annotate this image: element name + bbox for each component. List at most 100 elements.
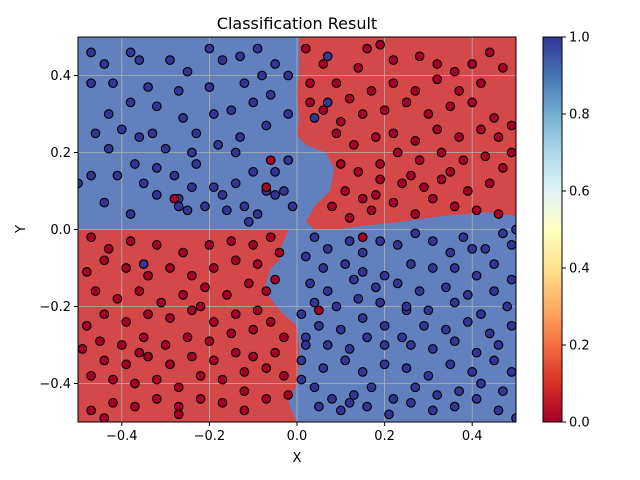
data-point-class-1 <box>305 278 315 289</box>
data-point-class-0 <box>484 178 495 189</box>
y-tick-label: −0.2 <box>39 300 71 315</box>
colorbar-tick-label: 0.8 <box>569 108 590 123</box>
data-point-class-0 <box>454 132 464 142</box>
data-point-class-0 <box>484 47 495 58</box>
data-point-class-0 <box>489 113 499 123</box>
data-point-class-0 <box>467 59 478 69</box>
data-point-class-1 <box>379 359 390 370</box>
data-point-class-0 <box>357 193 368 204</box>
data-point-class-0 <box>370 190 381 200</box>
data-point-class-1 <box>178 113 188 123</box>
data-point-class-1 <box>230 178 241 189</box>
data-point-class-1 <box>511 224 516 235</box>
data-point-class-1 <box>462 290 473 300</box>
data-point-class-0 <box>493 132 504 142</box>
data-point-class-1 <box>86 78 96 89</box>
data-point-class-1 <box>366 382 377 393</box>
data-point-class-0 <box>169 193 180 204</box>
data-point-class-1 <box>498 386 508 397</box>
data-point-class-1 <box>300 340 311 350</box>
colorbar-tick-label: 0.6 <box>569 185 590 200</box>
colorbar-tick-label: 1.0 <box>569 31 590 46</box>
data-point-class-0 <box>217 397 228 408</box>
data-point-class-0 <box>130 401 140 412</box>
data-point-class-1 <box>340 259 351 269</box>
data-point-class-0 <box>274 247 285 258</box>
data-point-class-1 <box>217 55 228 65</box>
data-point-class-1 <box>103 143 114 154</box>
data-point-class-1 <box>392 240 403 250</box>
data-point-class-1 <box>379 320 390 331</box>
data-point-class-1 <box>427 405 438 416</box>
data-point-class-1 <box>462 317 473 327</box>
data-point-class-1 <box>406 259 416 269</box>
data-point-class-0 <box>449 201 460 212</box>
data-point-class-0 <box>449 66 460 77</box>
data-point-class-1 <box>493 405 504 416</box>
data-point-class-1 <box>467 367 478 377</box>
data-point-class-0 <box>454 86 464 96</box>
data-point-class-0 <box>143 270 153 281</box>
data-point-class-0 <box>187 351 197 362</box>
data-point-class-1 <box>204 82 215 92</box>
data-point-class-0 <box>318 59 329 69</box>
data-point-class-1 <box>103 109 114 119</box>
colorbar-gradient <box>542 36 563 423</box>
data-point-class-1 <box>125 97 136 108</box>
chart-title: Classification Result <box>217 14 377 33</box>
data-point-class-1 <box>445 359 456 370</box>
data-point-class-1 <box>169 170 180 181</box>
data-point-class-0 <box>397 178 407 189</box>
data-point-class-1 <box>309 382 320 393</box>
data-point-class-0 <box>230 255 241 266</box>
data-point-class-0 <box>432 59 443 69</box>
data-point-class-0 <box>349 139 359 150</box>
data-point-class-1 <box>217 190 228 200</box>
data-point-class-0 <box>138 332 149 343</box>
data-point-class-0 <box>151 394 162 404</box>
data-point-class-1 <box>489 355 499 366</box>
data-point-class-0 <box>121 263 132 273</box>
data-point-class-1 <box>379 340 390 350</box>
data-point-class-0 <box>357 232 368 243</box>
data-point-class-0 <box>283 390 294 400</box>
data-point-class-0 <box>331 128 342 139</box>
data-point-class-1 <box>419 320 429 331</box>
data-point-class-0 <box>248 351 259 362</box>
y-tick-label: 0.4 <box>50 69 71 84</box>
data-point-class-0 <box>432 74 443 85</box>
data-point-class-1 <box>362 332 372 343</box>
data-point-class-1 <box>357 367 368 377</box>
data-point-class-1 <box>90 128 101 139</box>
data-point-class-1 <box>213 139 224 150</box>
data-point-class-0 <box>173 409 184 420</box>
data-point-class-1 <box>384 409 394 420</box>
data-point-class-0 <box>239 367 250 377</box>
data-point-class-1 <box>314 401 324 412</box>
data-point-class-1 <box>309 113 320 123</box>
data-point-class-1 <box>506 240 516 250</box>
data-point-class-1 <box>357 267 368 277</box>
data-point-class-1 <box>314 320 324 331</box>
data-point-class-0 <box>305 97 315 108</box>
data-point-class-1 <box>327 394 337 404</box>
data-point-class-0 <box>165 313 175 323</box>
data-point-class-0 <box>414 51 425 62</box>
data-point-class-1 <box>484 328 495 339</box>
data-point-class-0 <box>357 109 368 119</box>
data-point-class-1 <box>449 297 460 308</box>
data-point-class-0 <box>388 55 399 65</box>
data-point-class-1 <box>349 274 359 285</box>
data-point-class-0 <box>222 290 232 300</box>
data-point-class-1 <box>406 397 416 408</box>
data-point-class-0 <box>462 186 473 196</box>
data-point-class-1 <box>208 182 219 193</box>
data-point-class-0 <box>173 382 184 393</box>
colorbar-tick-label: 0.4 <box>569 262 590 277</box>
data-point-class-0 <box>410 209 421 219</box>
data-point-class-0 <box>134 347 145 358</box>
data-point-class-1 <box>99 59 110 69</box>
data-point-class-1 <box>134 55 145 65</box>
data-point-class-1 <box>406 340 416 350</box>
data-point-class-0 <box>366 205 377 216</box>
